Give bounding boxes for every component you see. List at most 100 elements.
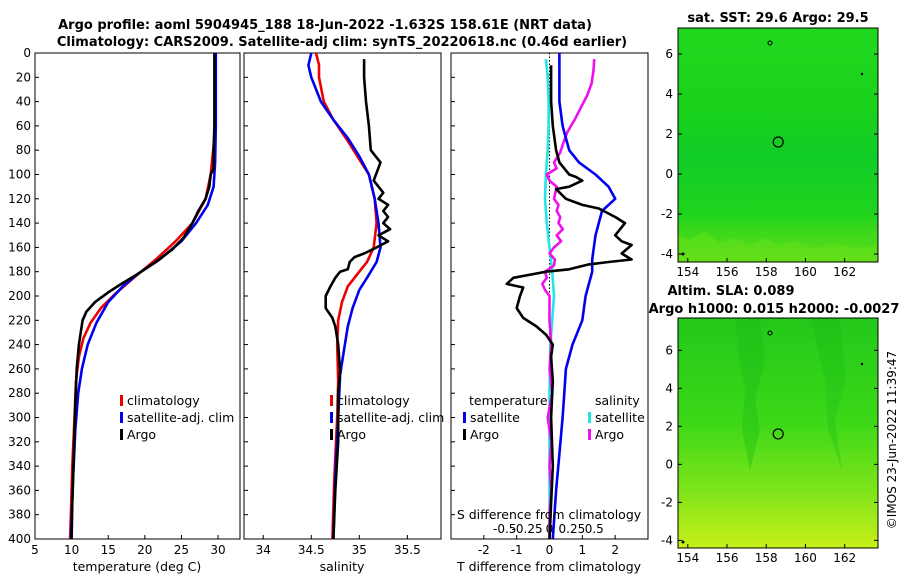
x-tick-label: 2	[611, 543, 619, 557]
sst-map-frame	[677, 27, 879, 263]
depth-tick-label: 280	[8, 386, 31, 400]
sla-map-low-band	[735, 318, 765, 470]
difference-legend: temperature satellite Argo salinity sate…	[463, 393, 645, 442]
legend-swatch-t-argo	[463, 429, 466, 440]
sst-map-field	[678, 28, 878, 262]
legend-label-s-satellite: satellite	[595, 410, 645, 425]
map-x-tick-label: 154	[676, 265, 699, 279]
legend-swatch-satellite	[120, 412, 123, 423]
argo-position-marker	[772, 136, 784, 148]
depth-tick-label: 160	[8, 240, 31, 254]
sdiff-xlabel: S difference from climatology	[457, 507, 642, 522]
sdiff-tick-label: -0.25	[512, 522, 543, 536]
depth-tick-label: 180	[8, 265, 31, 279]
map-y-tick-label: 0	[665, 457, 673, 471]
depth-tick-label: 20	[16, 70, 31, 84]
legend-swatch-argo	[330, 429, 333, 440]
sst-map-ticks: 154 156 158 160 162 -4 -2 0 2 4 6	[661, 47, 878, 279]
map-x-tick-label: 156	[716, 551, 739, 565]
map-y-tick-label: 2	[665, 127, 673, 141]
x-tick-label: 10	[64, 543, 79, 557]
x-tick-label: 34	[256, 543, 271, 557]
sla-map-title: Altim. SLA: 0.089	[668, 284, 795, 299]
depth-tick-label: 100	[8, 168, 31, 182]
legend-label-argo: Argo	[127, 427, 156, 442]
temperature-series	[68, 53, 218, 539]
map-x-tick-label: 160	[794, 265, 817, 279]
depth-ticks: 0 20 40 60 80 100 120 140 160 180 200 220 240 260 280 3…	[8, 46, 455, 546]
temperature-axes	[34, 52, 241, 540]
x-tick-label: 0	[546, 543, 554, 557]
legend-label-t-satellite: satellite	[470, 410, 520, 425]
series-line-t-satellite	[551, 53, 617, 539]
tdiff-xlabel: T difference from climatology	[456, 559, 642, 574]
map-y-tick-label: -4	[661, 247, 673, 261]
x-tick-label: 34.5	[298, 543, 325, 557]
series-line-satellite	[307, 53, 382, 539]
map-y-tick-label: -4	[661, 533, 673, 547]
sdiff-tick-label: -0.5	[493, 522, 516, 536]
temperature-x-ticks: 5 10 15 20 25 30	[31, 535, 226, 557]
legend-swatch-t-satellite	[463, 412, 466, 423]
map-y-tick-label: 0	[665, 167, 673, 181]
island-marker	[860, 362, 864, 366]
figure-subtitle: Climatology: CARS2009. Satellite-adj cli…	[57, 35, 627, 50]
x-tick-label: -1	[511, 543, 523, 557]
sla-map-ticks: 154 156 158 160 162 -4 -2 0 2 4 6	[661, 343, 878, 565]
map-y-tick-label: 6	[665, 47, 673, 61]
map-y-tick-label: 4	[665, 87, 673, 101]
depth-tick-label: 40	[16, 95, 31, 109]
x-tick-label: 25	[174, 543, 189, 557]
map-x-tick-label: 162	[833, 551, 856, 565]
depth-tick-label: 260	[8, 362, 31, 376]
salinity-xlabel: salinity	[320, 559, 365, 574]
salinity-x-ticks: 34 34.5 35 35.5	[256, 535, 421, 557]
temperature-legend: climatology satellite-adj. clim Argo	[120, 393, 234, 442]
legend-label-t-argo: Argo	[470, 427, 499, 442]
salinity-series	[307, 53, 392, 539]
sst-map-title: sat. SST: 29.6 Argo: 29.5	[687, 11, 868, 26]
depth-tick-label: 0	[23, 46, 31, 60]
series-line-satellite	[69, 53, 218, 539]
series-line-s-argo	[541, 59, 596, 539]
x-tick-label: 15	[101, 543, 116, 557]
legend-title-temperature: temperature	[469, 393, 548, 408]
legend-swatch-argo	[120, 429, 123, 440]
sla-map-subtitle: Argo h1000: 0.015 h2000: -0.0027	[649, 302, 900, 317]
sdiff-tick-label: 0.25	[559, 522, 586, 536]
legend-swatch-climatology	[120, 395, 123, 406]
map-y-tick-label: 2	[665, 419, 673, 433]
sla-map-frame	[677, 317, 879, 549]
map-x-tick-label: 154	[676, 551, 699, 565]
timestamp-stamp: ©IMOS 23-Jun-2022 11:39:47	[885, 351, 899, 529]
map-x-tick-label: 160	[794, 551, 817, 565]
legend-label-satellite: satellite-adj. clim	[127, 410, 234, 425]
argo-position-marker	[772, 428, 784, 440]
map-x-tick-label: 158	[755, 265, 778, 279]
depth-tick-label: 240	[8, 338, 31, 352]
series-line-climatology	[68, 53, 217, 539]
depth-tick-label: 320	[8, 435, 31, 449]
map-y-tick-label: 4	[665, 381, 673, 395]
island-marker	[767, 40, 773, 46]
x-tick-label: 1	[579, 543, 587, 557]
x-tick-label: 35.5	[394, 543, 421, 557]
temperature-xlabel: temperature (deg C)	[73, 559, 202, 574]
legend-swatch-s-satellite	[588, 412, 591, 423]
depth-tick-label: 300	[8, 411, 31, 425]
legend-label-climatology: climatology	[127, 393, 200, 408]
figure-title: Argo profile: aoml 5904945_188 18-Jun-20…	[58, 18, 592, 33]
legend-label-s-argo: Argo	[595, 427, 624, 442]
salinity-axes	[243, 52, 442, 540]
legend-swatch-s-argo	[588, 429, 591, 440]
map-y-tick-label: -2	[661, 495, 673, 509]
depth-tick-label: 400	[8, 532, 31, 546]
sst-map-south-shading	[678, 232, 878, 262]
island-marker	[860, 72, 864, 76]
legend-title-salinity: salinity	[595, 393, 640, 408]
x-tick-label: 35	[352, 543, 367, 557]
depth-tick-label: 140	[8, 216, 31, 230]
depth-tick-label: 220	[8, 313, 31, 327]
legend-label-climatology: climatology	[337, 393, 410, 408]
